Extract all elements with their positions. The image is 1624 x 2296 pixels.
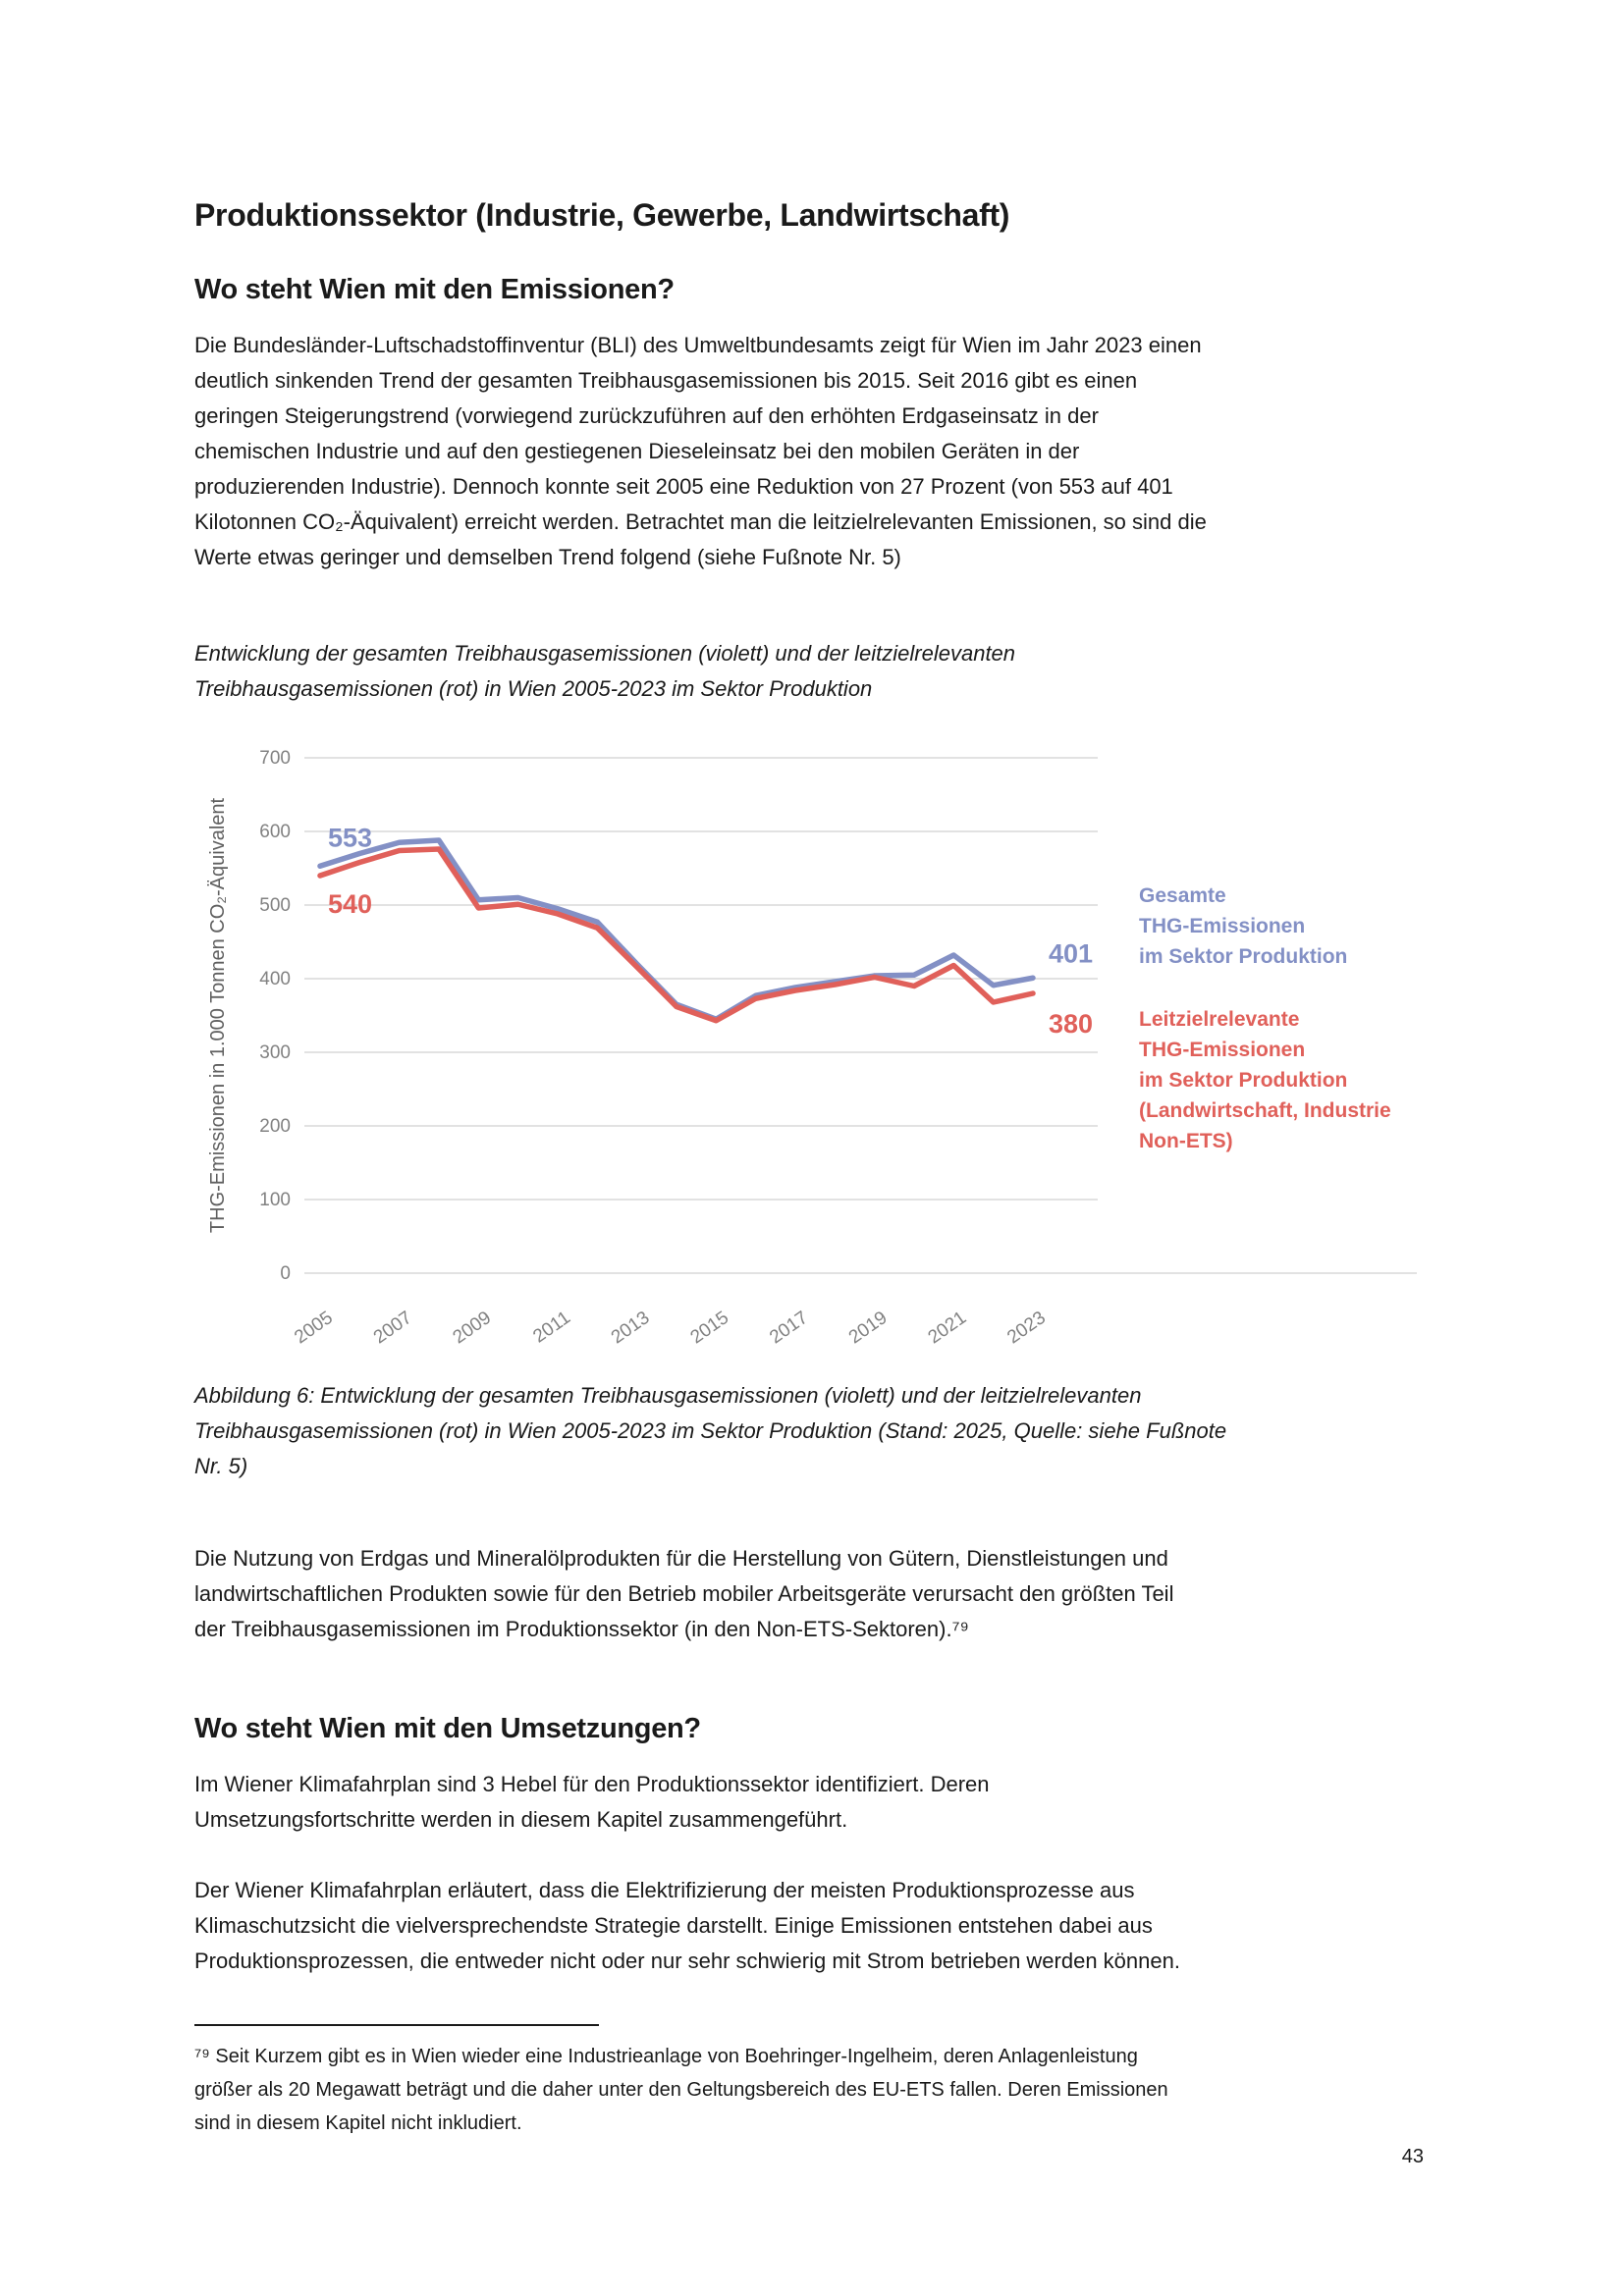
- heading-umsetzungen: Wo steht Wien mit den Umsetzungen?: [194, 1713, 701, 1744]
- svg-text:2011: 2011: [529, 1308, 574, 1348]
- paragraph-umsetzungen-strategie: Der Wiener Klimafahrplan erläutert, dass…: [194, 1878, 1180, 1973]
- paragraph-emissions-intro: Die Bundesländer-Luftschadstoffinventur …: [194, 333, 1207, 569]
- svg-text:300: 300: [259, 1042, 291, 1063]
- chart-intro-caption: Entwicklung der gesamten Treibhausgasemi…: [194, 641, 1016, 701]
- svg-text:553: 553: [328, 823, 372, 852]
- svg-text:400: 400: [259, 969, 291, 989]
- figure-caption: Abbildung 6: Entwicklung der gesamten Tr…: [194, 1383, 1227, 1478]
- svg-text:380: 380: [1049, 1009, 1093, 1039]
- svg-text:200: 200: [259, 1116, 291, 1137]
- svg-text:0: 0: [280, 1263, 291, 1284]
- svg-text:500: 500: [259, 895, 291, 916]
- svg-text:2009: 2009: [450, 1308, 496, 1348]
- svg-text:600: 600: [259, 822, 291, 842]
- page-title: Produktionssektor (Industrie, Gewerbe, L…: [194, 197, 1010, 233]
- svg-text:540: 540: [328, 889, 372, 919]
- legend-leitzielrelevante-thg: Leitzielrelevante THG-Emissionen im Sekt…: [1139, 1008, 1391, 1152]
- svg-text:700: 700: [259, 748, 291, 769]
- paragraph-umsetzungen-intro: Im Wiener Klimafahrplan sind 3 Hebel für…: [194, 1772, 990, 1832]
- svg-text:THG-Emissionen in 1.000 Tonnen: THG-Emissionen in 1.000 Tonnen CO₂-Äquiv…: [207, 797, 229, 1233]
- svg-text:2015: 2015: [687, 1308, 733, 1348]
- legend-gesamte-thg: Gesamte THG-Emissionen im Sektor Produkt…: [1139, 884, 1348, 968]
- emissions-chart-svg: 0 100 200 300 400 500 600 700 2005 2007 2009 2011 20…: [207, 748, 1417, 1348]
- footnote-79: ⁷⁹ Seit Kurzem gibt es in Wien wieder ei…: [194, 2046, 1168, 2134]
- heading-emissionen: Wo steht Wien mit den Emissionen?: [194, 274, 675, 305]
- svg-text:2013: 2013: [608, 1308, 654, 1348]
- footnote-divider: [194, 2024, 599, 2026]
- page-number: 43: [1401, 2146, 1424, 2167]
- svg-text:2021: 2021: [925, 1308, 971, 1348]
- svg-text:2017: 2017: [766, 1308, 812, 1348]
- svg-text:2007: 2007: [370, 1308, 416, 1348]
- svg-text:2019: 2019: [845, 1308, 892, 1348]
- svg-text:100: 100: [259, 1190, 291, 1210]
- paragraph-emissions-sources: Die Nutzung von Erdgas und Mineralölprod…: [194, 1546, 1174, 1641]
- svg-text:2023: 2023: [1003, 1308, 1050, 1348]
- emissions-chart: 0 100 200 300 400 500 600 700 2005 2007 2009 2011 20…: [194, 736, 1424, 1355]
- svg-text:2005: 2005: [291, 1308, 337, 1348]
- svg-text:401: 401: [1049, 938, 1093, 968]
